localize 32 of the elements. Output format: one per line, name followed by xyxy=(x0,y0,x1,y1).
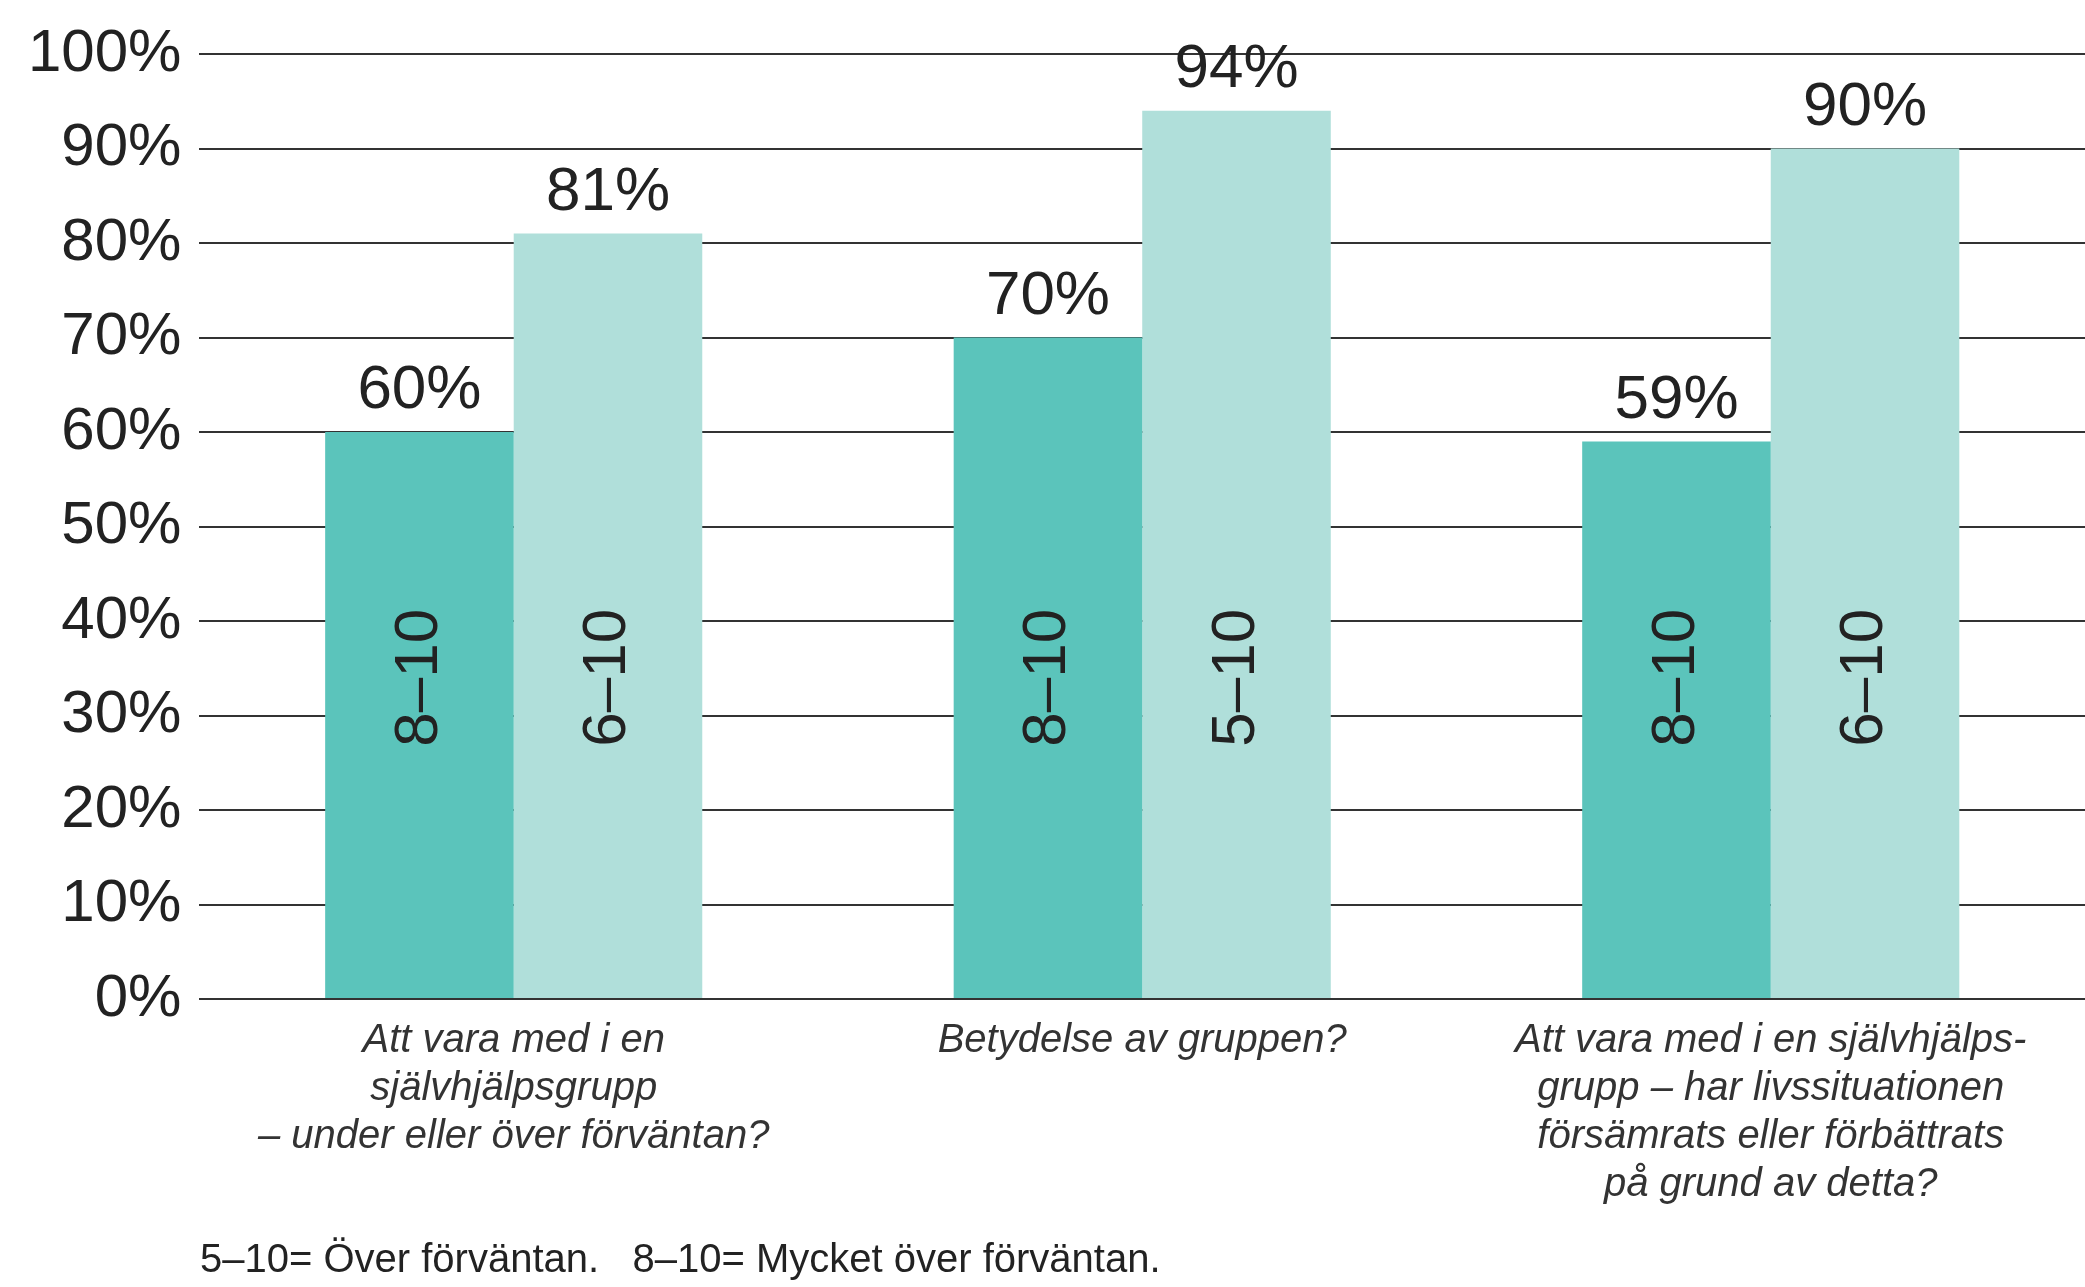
y-tick-label: 30% xyxy=(61,678,182,746)
y-tick-label: 80% xyxy=(61,205,182,273)
data-label: 59% xyxy=(1614,361,1739,431)
y-tick-label: 10% xyxy=(61,867,182,935)
bar xyxy=(953,337,1143,998)
bar xyxy=(1582,441,1771,998)
data-label: 90% xyxy=(1802,68,1928,138)
y-tick-label: 0% xyxy=(94,961,182,1029)
y-tick-label: 100% xyxy=(27,16,182,84)
annotation: 6–10 xyxy=(1826,608,1896,747)
bar xyxy=(1770,148,1960,998)
annotation: 8–10 xyxy=(1009,608,1079,747)
bar xyxy=(325,432,514,998)
annotation: 6–10 xyxy=(569,608,639,747)
annotation: 5–10 xyxy=(1197,608,1267,747)
data-label: 70% xyxy=(985,257,1110,327)
bar xyxy=(1142,110,1331,998)
x-tick-label: Att vara med i en självhjälps- grupp – har livssituationen försämrats eller förbättrats på grund av detta? xyxy=(1513,1016,2027,1205)
y-tick-label: 20% xyxy=(61,772,182,840)
x-tick-label: Att vara med i en självhjälpsgrupp – under eller över förväntan? xyxy=(257,1016,771,1157)
data-label: 81% xyxy=(545,153,671,223)
y-tick-label: 90% xyxy=(61,111,182,179)
annotation: 8–10 xyxy=(380,608,450,747)
x-tick-label: Betydelse av gruppen? xyxy=(937,1016,1348,1061)
annotation: 8–10 xyxy=(1637,608,1707,747)
bar xyxy=(513,233,703,998)
text: 5–10= Över förväntan. 8–10= Mycket över förväntan. xyxy=(200,1236,1161,1281)
y-tick-label: 50% xyxy=(61,489,182,557)
y-tick-label: 70% xyxy=(61,300,182,368)
y-tick-label: 60% xyxy=(61,394,182,462)
y-tick-label: 40% xyxy=(61,583,182,651)
data-label: 60% xyxy=(357,352,482,422)
